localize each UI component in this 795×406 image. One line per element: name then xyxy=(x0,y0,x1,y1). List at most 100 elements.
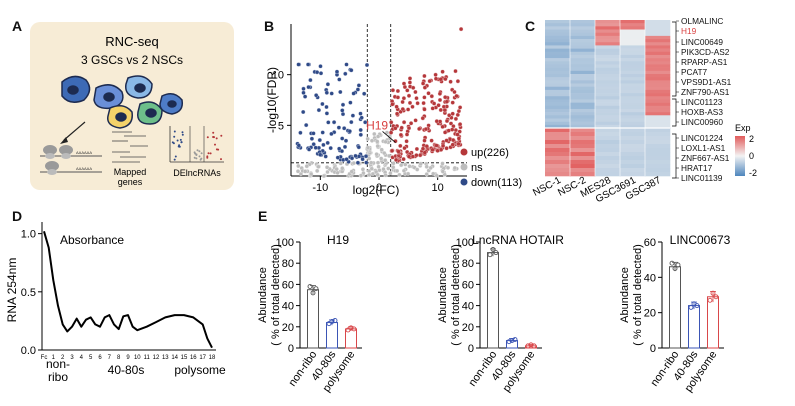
volcano-point xyxy=(367,172,372,178)
heatmap-cell xyxy=(645,93,671,97)
volcano-point xyxy=(431,171,436,176)
volcano-x-tick-label: -10 xyxy=(312,182,328,194)
heatmap-cell xyxy=(645,58,671,62)
volcano-point xyxy=(379,147,384,152)
heatmap-cell xyxy=(545,45,571,49)
volcano-point xyxy=(358,173,364,178)
volcano-point xyxy=(422,107,427,112)
heatmap-cell xyxy=(570,58,596,62)
volcano-point xyxy=(414,153,419,158)
volcano-point xyxy=(339,148,345,154)
volcano-point xyxy=(383,158,388,163)
bar xyxy=(688,305,700,349)
volcano-point xyxy=(448,79,453,84)
volcano-point xyxy=(349,68,354,73)
volcano-point xyxy=(311,131,316,136)
mini-dot xyxy=(176,139,179,142)
volcano-point xyxy=(351,91,356,96)
heatmap-cell xyxy=(545,112,571,116)
volcano-point xyxy=(342,126,347,131)
volcano-point xyxy=(422,73,427,79)
heatmap-cell xyxy=(545,64,571,68)
volcano-point xyxy=(440,69,445,74)
h19-label: H19 xyxy=(366,118,388,132)
bar-y-label: Abundance xyxy=(619,267,631,323)
volcano-point xyxy=(450,100,455,105)
heatmap-cell xyxy=(545,108,571,113)
fraction-tick-label: 18 xyxy=(209,355,216,361)
volcano-point xyxy=(343,71,348,76)
heatmap-bracket xyxy=(672,21,677,97)
fraction-tick-label: 16 xyxy=(190,355,197,361)
volcano-point xyxy=(405,171,411,176)
volcano-point xyxy=(318,64,323,69)
volcano-y-label: -log10(FDR) xyxy=(265,67,279,133)
bar-y-tick-label: 0 xyxy=(650,343,656,355)
fraction-tick-label: 15 xyxy=(181,355,188,361)
volcano-point xyxy=(301,90,306,95)
heatmap-cell xyxy=(645,48,671,53)
heatmap-cell xyxy=(595,29,621,34)
mapped-reads-icon xyxy=(112,131,148,163)
volcano-point xyxy=(329,91,334,96)
poly-a-label: AAAAAA xyxy=(76,166,92,171)
fraction-tick-label: 11 xyxy=(144,355,151,361)
heatmap-gene-label: ZNF790-AS1 xyxy=(681,87,730,97)
volcano-point xyxy=(301,86,306,91)
heatmap-cell xyxy=(545,172,571,177)
volcano-point xyxy=(383,139,388,144)
heatmap-cell xyxy=(570,48,596,53)
bar-y-tick-label: 100 xyxy=(456,237,474,249)
volcano-point xyxy=(298,130,303,135)
volcano-point xyxy=(438,77,443,82)
heatmap-cell xyxy=(595,32,621,37)
heatmap-cell xyxy=(545,58,571,62)
replicate-point xyxy=(351,326,357,332)
volcano-point xyxy=(445,165,451,170)
panel-letter-d: D xyxy=(12,208,23,224)
replicate-point xyxy=(329,319,335,324)
heatmap-cell xyxy=(620,115,646,119)
replicate-point xyxy=(694,303,700,309)
heatmap-cell xyxy=(620,70,646,75)
volcano-point xyxy=(359,115,364,120)
heatmap-cell xyxy=(645,23,671,27)
heatmap-bracket xyxy=(672,133,677,179)
heatmap-cell xyxy=(545,148,571,153)
volcano-point xyxy=(338,89,343,95)
heatmap-cell xyxy=(645,86,671,91)
heatmap-cell xyxy=(545,140,571,145)
fraction-tick-label: 17 xyxy=(199,355,206,361)
heatmap-cell xyxy=(570,144,596,149)
bar xyxy=(307,289,319,349)
heatmap-cell xyxy=(645,39,671,43)
volcano-point xyxy=(375,172,380,177)
volcano-point xyxy=(364,160,369,165)
volcano-point xyxy=(455,112,460,118)
heatmap-cell xyxy=(570,99,596,103)
heatmap-gene-label: ZNF667-AS1 xyxy=(681,153,730,163)
volcano-point xyxy=(387,136,393,141)
replicate-point xyxy=(531,343,537,349)
volcano-point xyxy=(325,82,331,87)
heatmap-cell xyxy=(645,148,671,153)
volcano-point xyxy=(399,125,404,130)
heatmap-colorbar xyxy=(735,136,745,176)
heatmap-cell xyxy=(545,89,571,94)
absorbance-trace xyxy=(43,231,213,349)
volcano-point xyxy=(406,93,412,98)
volcano-point xyxy=(325,140,330,146)
absorbance-y-tick-label: 0.5 xyxy=(21,287,36,299)
volcano-point xyxy=(440,161,445,166)
heatmap-cell xyxy=(570,156,596,161)
legend-up: up(226) xyxy=(471,147,509,159)
volcano-point xyxy=(391,165,396,170)
volcano-point xyxy=(396,149,401,154)
schematic-title: RNC-seq xyxy=(105,34,158,49)
volcano-point xyxy=(323,154,328,159)
heatmap-cell xyxy=(620,144,646,149)
heatmap-cell xyxy=(595,93,621,97)
volcano-point xyxy=(320,101,325,107)
heatmap-cell xyxy=(620,83,646,88)
volcano-point xyxy=(347,129,352,134)
